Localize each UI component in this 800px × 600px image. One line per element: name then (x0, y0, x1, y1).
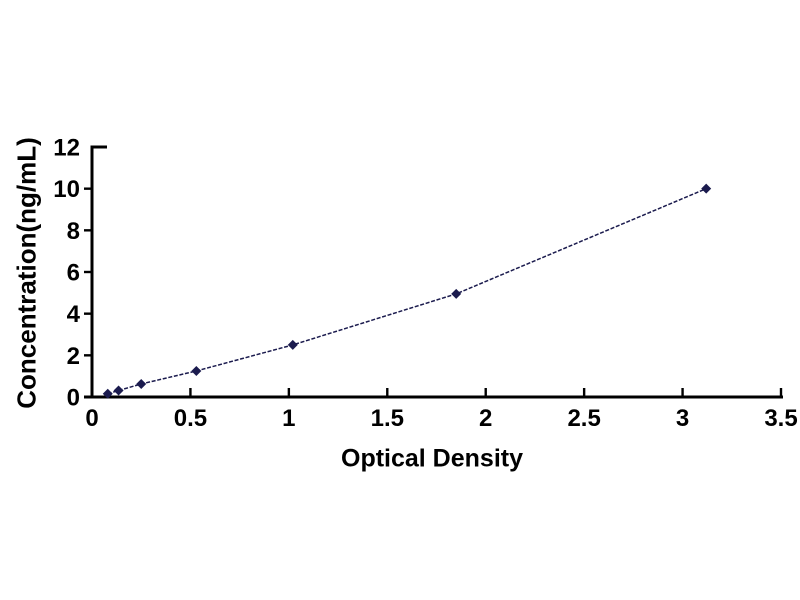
x-tick-label: 0 (85, 405, 98, 432)
x-tick-label: 2.5 (567, 405, 600, 432)
x-tick-label: 3.5 (764, 405, 797, 432)
y-tick-label: 8 (67, 218, 80, 245)
y-tick-label: 2 (67, 343, 80, 370)
y-tick-label: 10 (53, 176, 80, 203)
data-point-marker (701, 183, 712, 194)
data-point-marker (113, 385, 124, 396)
data-point-marker (287, 339, 298, 350)
data-point-marker (102, 388, 113, 399)
y-tick-label: 4 (67, 301, 81, 328)
y-axis-title: Concentration(ng/mL) (11, 137, 42, 409)
x-tick-label: 1 (282, 405, 295, 432)
y-tick-label: 0 (67, 385, 80, 412)
x-axis-title: Optical Density (341, 444, 523, 473)
data-point-marker (451, 288, 462, 299)
x-tick-label: 1.5 (371, 405, 404, 432)
y-tick-label: 12 (53, 135, 80, 162)
series-line (107, 187, 707, 395)
x-tick-label: 2 (479, 405, 492, 432)
data-point-marker (136, 378, 147, 389)
x-tick-label: 0.5 (174, 405, 207, 432)
x-tick-label: 3 (676, 405, 689, 432)
y-tick-label: 6 (67, 260, 80, 287)
data-point-marker (191, 365, 202, 376)
